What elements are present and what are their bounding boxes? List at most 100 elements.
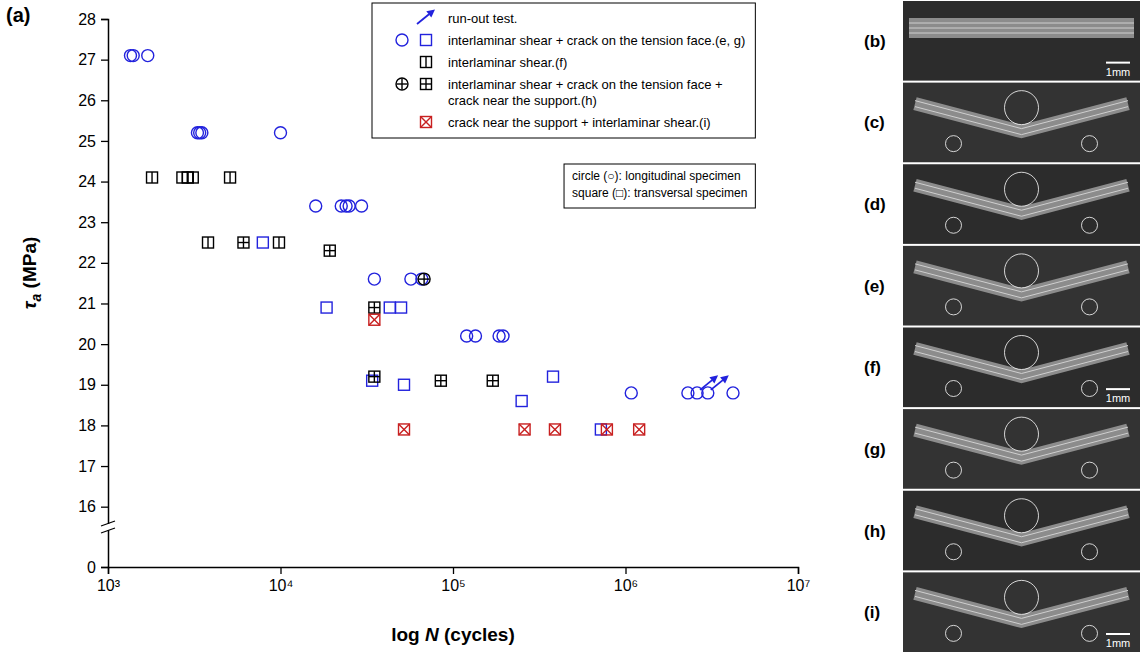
photo-label: (h)	[864, 522, 886, 541]
specimen-layer	[915, 596, 1128, 624]
y-tick: 25	[78, 133, 108, 150]
data-point	[519, 424, 530, 435]
data-point	[369, 302, 380, 313]
marker-line	[229, 172, 230, 183]
marker-line	[399, 424, 410, 435]
photo-label: (d)	[864, 195, 886, 214]
tick-mark	[101, 466, 108, 467]
x-tick: 10⁶	[614, 567, 638, 594]
tick-label: 25	[78, 133, 96, 150]
support	[946, 625, 962, 641]
marker-line	[417, 14, 429, 24]
loading-nose	[1005, 499, 1039, 533]
support	[946, 462, 962, 478]
data-point	[516, 396, 527, 407]
marker-shape	[343, 200, 355, 212]
x-axis: 10³10⁴10⁵10⁶10⁷	[97, 567, 811, 594]
axis-break-mark	[101, 521, 115, 526]
data-point	[469, 330, 481, 342]
tick-mark	[101, 222, 108, 223]
y-tick: 19	[78, 376, 108, 393]
marker-line	[519, 424, 530, 435]
photo: 1mm	[903, 1, 1140, 81]
y-tick: 24	[78, 173, 108, 190]
marker-shape	[142, 50, 154, 62]
support	[1082, 625, 1098, 641]
tick-mark	[101, 59, 108, 60]
legend-marker	[396, 78, 408, 90]
marker-shape	[147, 172, 158, 183]
legend: run-out test.interlaminar shear + crack …	[372, 3, 755, 138]
marker-shape	[187, 172, 198, 183]
data-point	[487, 375, 498, 386]
marker-shape	[369, 371, 380, 382]
data-point	[369, 314, 380, 325]
marker-line	[369, 314, 380, 325]
marker-shape	[369, 314, 380, 325]
support	[946, 217, 962, 233]
data-point	[405, 273, 417, 285]
photo-background	[903, 572, 1140, 652]
x-tick: 10⁵	[441, 567, 465, 594]
legend-marker	[417, 9, 435, 24]
y-tick: 16	[78, 498, 108, 515]
axis-line	[101, 20, 109, 568]
arrow-head	[720, 375, 729, 383]
support	[1082, 299, 1098, 315]
photo	[903, 491, 1140, 571]
photo-label: (c)	[864, 113, 885, 132]
specimen-layer	[915, 188, 1128, 216]
data-point	[601, 424, 612, 435]
support	[1082, 217, 1098, 233]
legend-marker	[421, 57, 432, 68]
x-axis-title: log N (cycles)	[391, 624, 515, 645]
tick-label: 22	[78, 254, 96, 271]
tick-label: 26	[78, 92, 96, 109]
x-tick: 10⁷	[787, 567, 811, 594]
specimen-layer	[909, 28, 1134, 29]
data-point	[321, 302, 332, 313]
marker-shape	[273, 237, 284, 248]
marker-line	[369, 307, 380, 308]
marker-line	[369, 314, 380, 325]
tick-mark	[101, 425, 108, 426]
tick-mark	[280, 567, 281, 574]
tick-label: 20	[78, 336, 96, 353]
marker-line	[397, 83, 408, 84]
marker-shape	[727, 387, 739, 399]
photo-label: (g)	[864, 440, 886, 459]
y-tick: 27	[78, 51, 108, 68]
photo-background	[903, 83, 1140, 163]
data-point	[702, 387, 714, 399]
y-tick: 22	[78, 254, 108, 271]
data-point	[203, 237, 214, 248]
tick-label: 10⁵	[441, 577, 465, 594]
specimen-layer	[915, 515, 1128, 543]
tick-mark	[798, 567, 799, 574]
specimen	[915, 185, 1128, 213]
y-tick: 23	[78, 214, 108, 231]
marker-shape	[405, 273, 417, 285]
photo	[903, 83, 1140, 163]
photo: 1mm	[903, 572, 1140, 652]
tick-mark	[625, 567, 626, 574]
specimen-layer	[909, 33, 1134, 34]
scale-bar	[1106, 388, 1130, 390]
y-tick: 18	[78, 417, 108, 434]
y-axis: 016171819202122232425262728	[78, 11, 108, 576]
marker-line	[238, 242, 249, 243]
marker-shape	[356, 200, 368, 212]
marker-line	[634, 424, 645, 435]
marker-line	[421, 117, 432, 128]
marker-shape	[601, 424, 612, 435]
photo-background	[903, 246, 1140, 326]
data-point	[238, 237, 249, 248]
legend-marker	[421, 35, 432, 46]
data-point	[225, 172, 236, 183]
tick-label: 10⁴	[269, 577, 294, 594]
data-point	[435, 375, 446, 386]
marker-line	[435, 380, 446, 381]
data-point	[273, 237, 284, 248]
marker-shape	[421, 117, 432, 128]
data-point	[340, 200, 352, 212]
